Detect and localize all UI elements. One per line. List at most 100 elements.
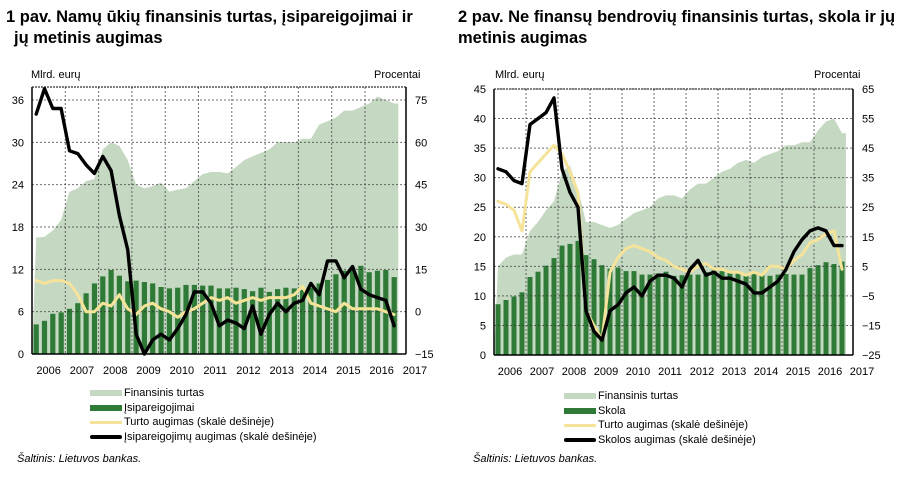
chart-title-2: 2 pav. Ne finansų bendrovių finansinis t… bbox=[458, 7, 898, 49]
bar bbox=[116, 275, 122, 354]
right-tick-label: −15 bbox=[862, 320, 881, 332]
x-tick-label: 2013 bbox=[270, 365, 294, 377]
bar bbox=[41, 320, 48, 354]
left-tick-label: 15 bbox=[474, 261, 486, 273]
legend-item-asset-area: Finansinis turtas bbox=[564, 389, 756, 404]
bar bbox=[316, 283, 322, 354]
bar bbox=[503, 300, 509, 355]
bar bbox=[647, 274, 653, 355]
left-tick-label: 25 bbox=[474, 202, 486, 214]
x-tick-label: 2015 bbox=[336, 365, 360, 377]
bar bbox=[183, 284, 189, 354]
bar bbox=[807, 268, 813, 355]
bar bbox=[719, 271, 725, 355]
legend-label: Turto augimas (skalė dešinėje) bbox=[598, 419, 748, 431]
right-tick-label: 0 bbox=[415, 307, 421, 319]
x-tick-label: 2015 bbox=[786, 366, 810, 378]
legend-2: Finansinis turtas Skola Turto augimas (s… bbox=[564, 389, 756, 447]
source-note-1: Šaltinis: Lietuvos bankas. bbox=[17, 453, 142, 465]
series-line-liability-growth bbox=[496, 96, 844, 342]
bar bbox=[208, 285, 214, 354]
chart-title-1-line2: jų metinis augimas bbox=[14, 29, 163, 47]
x-tick-label: 2008 bbox=[562, 366, 586, 378]
right-tick-label: −5 bbox=[862, 291, 875, 303]
legend-swatch bbox=[564, 393, 596, 400]
bar bbox=[543, 265, 549, 355]
legend-item-asset-growth: Turto augimas (skalė dešinėje) bbox=[90, 415, 317, 430]
legend-1: Finansinis turtas Įsipareigojimai Turto … bbox=[90, 386, 317, 444]
bar bbox=[735, 272, 741, 355]
bar bbox=[559, 245, 565, 355]
right-tick-label: 55 bbox=[862, 114, 874, 126]
x-tick-label: 2009 bbox=[136, 365, 160, 377]
series-bars bbox=[495, 240, 845, 355]
left-tick-label: 45 bbox=[474, 84, 486, 96]
legend-swatch bbox=[564, 423, 596, 427]
legend-label: Finansinis turtas bbox=[124, 387, 205, 399]
right-tick-label: 25 bbox=[862, 202, 874, 214]
bar bbox=[711, 269, 717, 355]
left-tick-label: 24 bbox=[12, 180, 24, 192]
bar bbox=[551, 258, 557, 355]
bar bbox=[495, 304, 501, 355]
legend-label: Įsipareigojimų augimas (skalė dešinėje) bbox=[124, 430, 317, 443]
right-tick-label: 5 bbox=[862, 261, 868, 273]
left-tick-label: 18 bbox=[12, 222, 24, 234]
bar bbox=[839, 261, 845, 355]
left-tick-label: 0 bbox=[480, 350, 486, 362]
bar bbox=[300, 289, 306, 354]
bar bbox=[615, 267, 621, 355]
bar bbox=[308, 287, 314, 354]
x-tick-label: 2017 bbox=[850, 366, 874, 378]
bar bbox=[695, 274, 701, 355]
left-tick-label: 40 bbox=[474, 114, 486, 126]
legend-label: Skola bbox=[598, 404, 626, 417]
legend-label: Turto augimas (skalė dešinėje) bbox=[124, 416, 274, 428]
bar bbox=[141, 282, 147, 354]
x-tick-label: 2012 bbox=[690, 366, 714, 378]
bar bbox=[166, 288, 172, 354]
series-line-liability-growth bbox=[34, 87, 396, 356]
x-tick-label: 2006 bbox=[36, 365, 60, 377]
bar bbox=[575, 240, 581, 355]
bar bbox=[283, 287, 289, 354]
bar bbox=[679, 275, 685, 355]
legend-label: Skolos augimas (skalė dešinėje) bbox=[598, 433, 756, 446]
bar bbox=[535, 271, 541, 355]
bar bbox=[743, 274, 749, 355]
left-tick-label: 6 bbox=[18, 307, 24, 319]
chart-1-svg: 0 6 12 18 24 30 36 −15 0 15 30 45 60 75 2006 2007 2008 20… bbox=[12, 86, 434, 377]
bar bbox=[325, 279, 331, 354]
bar bbox=[783, 274, 789, 355]
bar bbox=[241, 289, 247, 354]
legend-item-liabilities: Įsipareigojimai bbox=[90, 401, 317, 416]
right-tick-label: 45 bbox=[862, 143, 874, 155]
bar bbox=[527, 277, 533, 355]
x-tick-label: 2010 bbox=[626, 366, 650, 378]
bar bbox=[266, 291, 272, 354]
bar bbox=[631, 271, 637, 355]
bar bbox=[191, 284, 197, 354]
bar bbox=[75, 303, 81, 354]
bar bbox=[33, 324, 39, 354]
bar bbox=[158, 287, 164, 354]
bar bbox=[663, 271, 669, 355]
right-tick-label: 35 bbox=[862, 173, 874, 185]
bar bbox=[175, 287, 181, 354]
bar bbox=[366, 272, 372, 354]
bar bbox=[233, 287, 239, 354]
x-tick-label: 2013 bbox=[722, 366, 746, 378]
right-tick-label: 60 bbox=[415, 137, 427, 149]
legend-item-liability-growth: Įsipareigojimų augimas (skalė dešinėje) bbox=[90, 430, 317, 445]
bar bbox=[519, 292, 525, 355]
right-tick-label: 45 bbox=[415, 180, 427, 192]
x-tick-label: 2008 bbox=[103, 365, 127, 377]
legend-swatch bbox=[564, 407, 596, 414]
x-tick-label: 2016 bbox=[369, 365, 393, 377]
bar bbox=[333, 274, 339, 354]
bar bbox=[671, 275, 677, 355]
bar bbox=[150, 283, 156, 354]
chart-title-1-line1: 1 pav. Namų ūkių finansinis turtas, įsip… bbox=[6, 8, 413, 26]
left-axis-unit-1: Mlrd. eurų bbox=[31, 69, 81, 81]
bar bbox=[623, 271, 629, 355]
